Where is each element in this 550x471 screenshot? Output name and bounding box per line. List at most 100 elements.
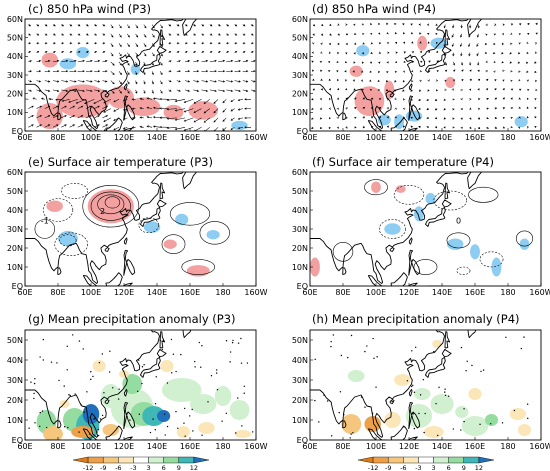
colorbar-tick-label: 3 — [431, 464, 435, 471]
wind-vector — [319, 117, 323, 120]
significance-dot — [109, 350, 111, 352]
wind-vector — [370, 97, 374, 100]
wind-vector — [234, 42, 238, 45]
wind-vector — [94, 33, 98, 36]
wind-vector — [69, 115, 76, 119]
wind-vector — [337, 42, 340, 46]
wind-vector — [217, 33, 221, 36]
wind-vector — [527, 22, 530, 26]
wind-vector — [426, 126, 429, 129]
wind-vector — [501, 52, 504, 55]
wind-vector — [377, 79, 380, 82]
significance-dot — [231, 341, 234, 344]
significance-dot — [112, 387, 114, 389]
x-tick-label: 180 — [215, 442, 230, 451]
wind-vector — [452, 108, 455, 111]
wind-vector — [460, 117, 463, 120]
precip-anomaly-patch — [423, 426, 444, 438]
wind-vector — [203, 108, 210, 114]
x-tick-label: 100E — [366, 442, 386, 451]
wind-vector — [386, 61, 389, 64]
significance-dot — [413, 391, 416, 394]
colorbar-segment — [133, 456, 149, 464]
wind-vector — [526, 116, 529, 119]
significance-dot — [418, 412, 420, 415]
wind-vector — [312, 24, 316, 27]
plot-background — [310, 172, 541, 286]
wind-vector — [168, 51, 172, 54]
wind-vector — [369, 79, 372, 82]
wind-vector — [52, 59, 60, 63]
wind-vector — [201, 89, 209, 93]
precip-anomaly-patch — [198, 422, 215, 434]
wind-vector — [436, 89, 439, 92]
wind-vector — [394, 22, 397, 26]
wind-vector — [336, 97, 340, 100]
wind-vector — [201, 51, 205, 54]
wind-vector — [135, 61, 138, 66]
wind-vector — [118, 43, 122, 48]
significance-dot — [78, 340, 81, 342]
temperature-contour — [161, 234, 186, 254]
wind-vector — [534, 98, 537, 101]
wind-vector — [443, 117, 446, 120]
wind-vector — [230, 108, 235, 112]
significance-dot — [501, 422, 504, 424]
wind-vector — [139, 116, 144, 119]
wind-vector — [502, 88, 505, 91]
significance-dot — [314, 399, 316, 402]
wind-vector — [152, 125, 161, 128]
wind-vector — [176, 70, 181, 73]
wind-vector — [93, 99, 103, 104]
wind-vector — [518, 97, 521, 100]
colorbar: -12 -9 -6 -3 3 6 9 12 — [72, 456, 210, 471]
wind-vector — [518, 79, 521, 82]
wind-vector — [77, 33, 81, 36]
significance-dot — [215, 372, 218, 374]
wind-vector — [222, 117, 227, 122]
precip-anomaly-patch — [517, 424, 532, 436]
significance-dot — [339, 391, 342, 393]
wind-vector — [394, 80, 397, 83]
wind-vector — [535, 88, 538, 91]
wind-vector — [378, 51, 382, 54]
wind-vector — [52, 42, 56, 45]
y-tick-label: 50N — [292, 336, 308, 345]
significance-dot — [154, 403, 157, 405]
x-tick-label: 140E — [432, 133, 452, 142]
wind-vector — [534, 106, 537, 110]
significance-dot — [175, 410, 177, 413]
y-tick-label: 10N — [292, 108, 308, 117]
wind-vector — [403, 98, 406, 101]
precip-anomaly-patch — [161, 378, 202, 402]
wind-vector — [184, 60, 191, 63]
wind-vector — [118, 80, 122, 85]
wind-vector — [494, 79, 497, 82]
wind-vector — [143, 89, 146, 94]
colorbar-segment — [72, 456, 89, 464]
negative-anomaly-patch — [76, 47, 90, 59]
negative-anomaly-patch — [491, 257, 502, 277]
wind-vector — [250, 24, 254, 27]
temperature-contour — [59, 234, 77, 247]
wind-vector — [311, 60, 314, 63]
wind-vector — [435, 79, 439, 82]
colorbar-segment — [148, 456, 164, 464]
wind-vector — [250, 60, 256, 63]
wind-vector — [193, 33, 197, 36]
wind-vector — [460, 89, 463, 92]
wind-vector — [394, 97, 397, 100]
wind-vector — [118, 61, 122, 66]
wind-vector — [102, 24, 106, 27]
x-tick-label: 160E — [180, 442, 200, 451]
wind-vector — [52, 89, 60, 92]
wind-vector — [226, 89, 234, 93]
wind-vector — [394, 107, 397, 110]
wind-vector — [127, 33, 130, 38]
wind-vector — [218, 70, 226, 73]
wind-vector — [451, 88, 455, 91]
colorbar-segment — [403, 456, 419, 464]
significance-dot — [78, 431, 80, 433]
wind-vector — [370, 33, 373, 36]
wind-vector — [469, 78, 472, 81]
